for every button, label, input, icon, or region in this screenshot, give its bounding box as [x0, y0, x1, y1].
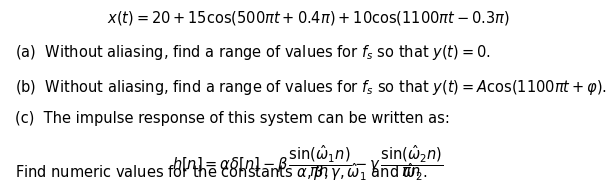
- Text: Find numeric values for the constants $\alpha, \beta, \gamma, \hat{\omega}_1$ an: Find numeric values for the constants $\…: [15, 161, 428, 183]
- Text: $x(t) = 20 + 15\cos(500\pi t + 0.4\pi) + 10\cos(1100\pi t - 0.3\pi)$: $x(t) = 20 + 15\cos(500\pi t + 0.4\pi) +…: [107, 9, 509, 27]
- Text: (b)  Without aliasing, find a range of values for $f_s$ so that $y(t) = A\cos(11: (b) Without aliasing, find a range of va…: [15, 78, 607, 97]
- Text: (a)  Without aliasing, find a range of values for $f_s$ so that $y(t) = 0.$: (a) Without aliasing, find a range of va…: [15, 43, 491, 62]
- Text: (c)  The impulse response of this system can be written as:: (c) The impulse response of this system …: [15, 111, 450, 126]
- Text: $h[n] = \alpha\delta[n] - \beta\,\dfrac{\sin(\hat{\omega}_1 n)}{\pi n} - \gamma\: $h[n] = \alpha\delta[n] - \beta\,\dfrac{…: [172, 143, 444, 179]
